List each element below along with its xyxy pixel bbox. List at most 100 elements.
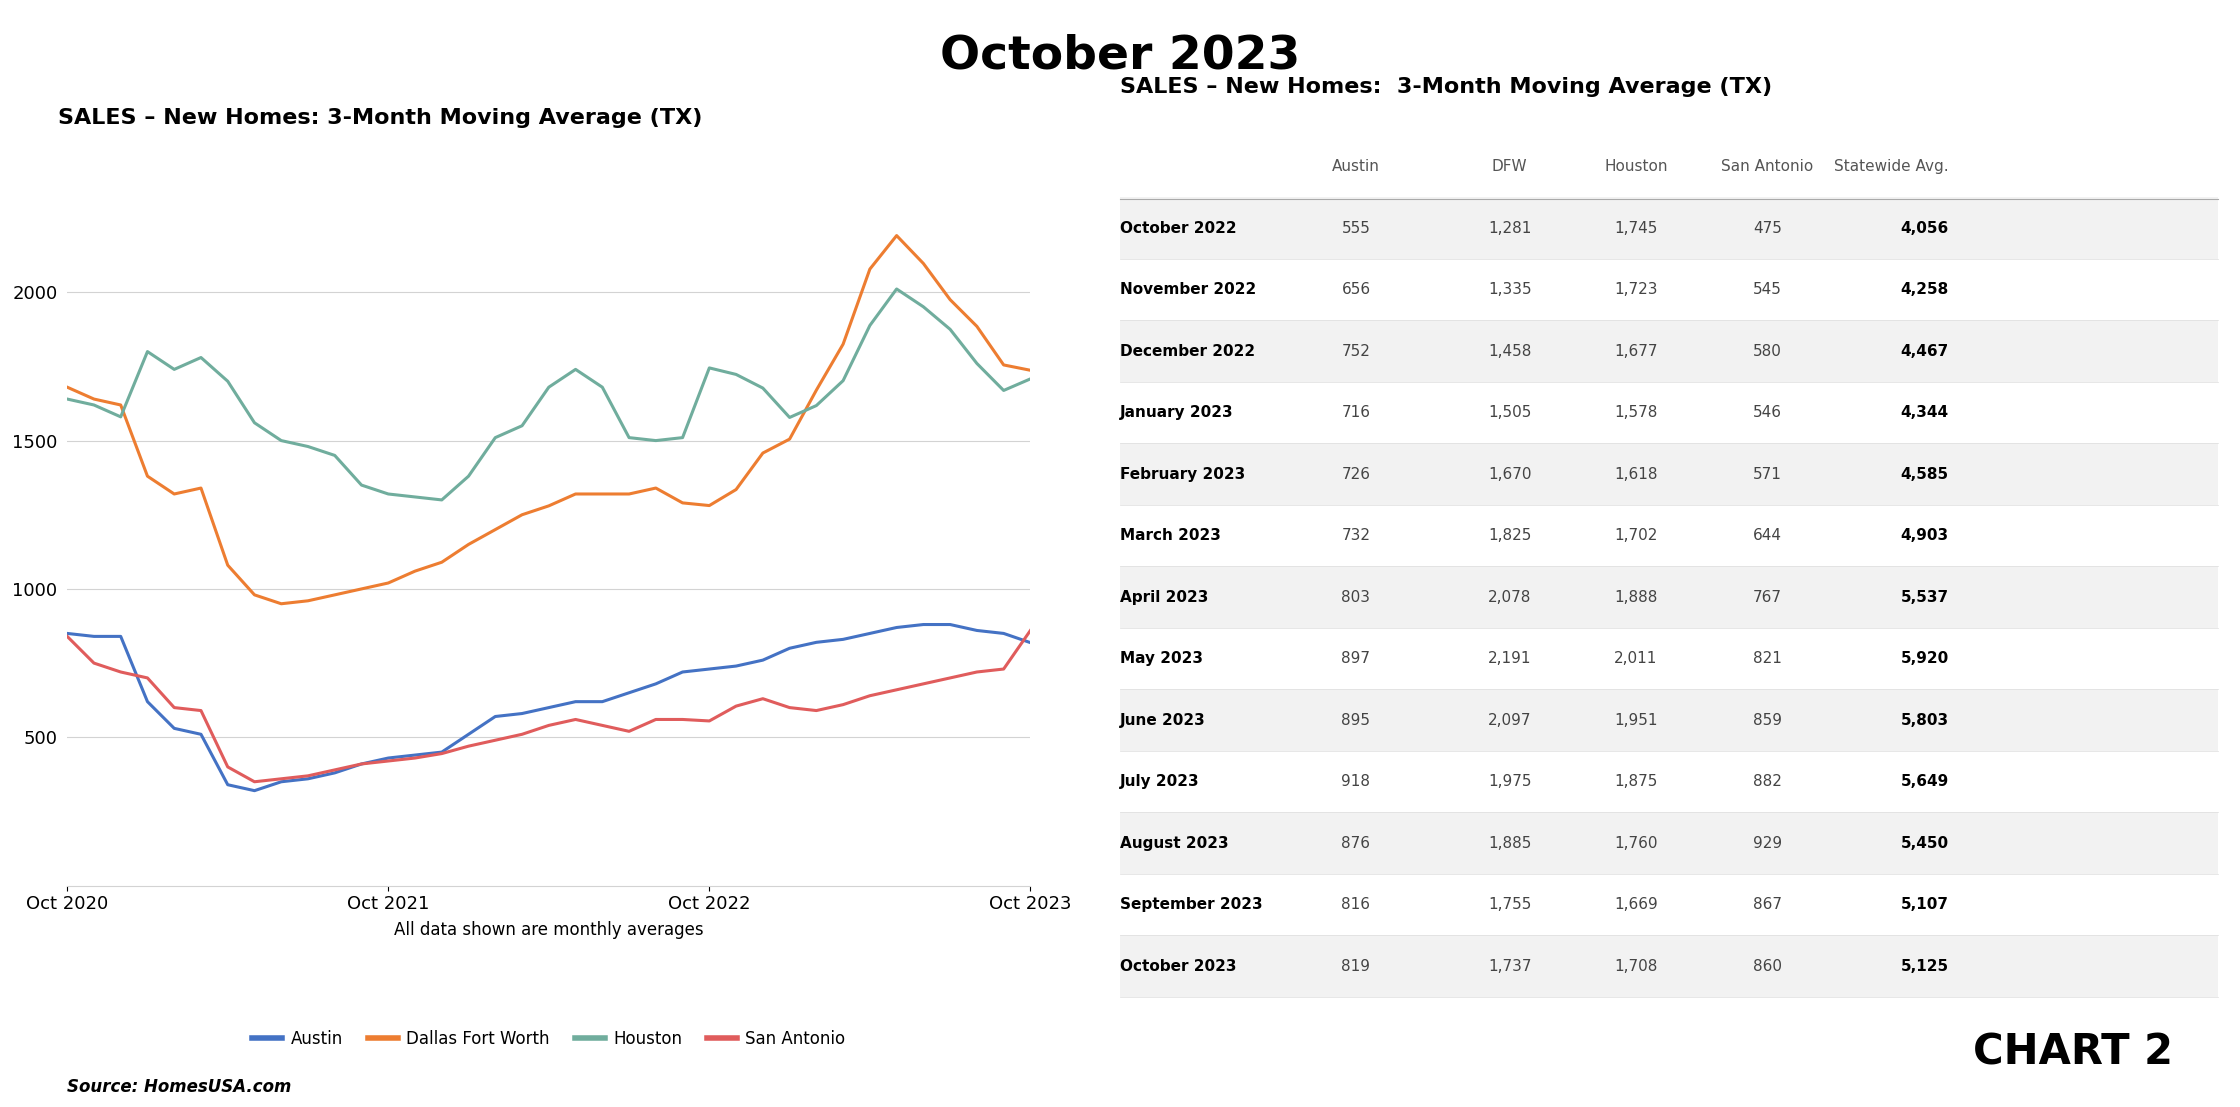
Text: 860: 860 <box>1754 959 1783 974</box>
Text: November 2022: November 2022 <box>1120 282 1257 297</box>
Text: Statewide Avg.: Statewide Avg. <box>1835 159 1949 174</box>
Text: 1,888: 1,888 <box>1615 590 1658 604</box>
Text: 5,920: 5,920 <box>1900 651 1949 666</box>
Text: 5,450: 5,450 <box>1900 836 1949 850</box>
FancyBboxPatch shape <box>1120 382 2218 444</box>
Text: 876: 876 <box>1342 836 1371 850</box>
FancyBboxPatch shape <box>1120 444 2218 505</box>
Text: March 2023: March 2023 <box>1120 528 1221 544</box>
Text: 2,191: 2,191 <box>1487 651 1532 666</box>
Text: All data shown are monthly averages: All data shown are monthly averages <box>394 921 703 940</box>
Text: Houston: Houston <box>1604 159 1667 174</box>
Text: 1,505: 1,505 <box>1487 405 1532 421</box>
Text: 5,125: 5,125 <box>1900 959 1949 974</box>
FancyBboxPatch shape <box>1120 690 2218 751</box>
Text: October 2023: October 2023 <box>1120 959 1236 974</box>
Text: DFW: DFW <box>1492 159 1528 174</box>
Text: 867: 867 <box>1754 897 1783 912</box>
Text: 726: 726 <box>1342 467 1371 482</box>
Text: SALES – New Homes: 3-Month Moving Average (TX): SALES – New Homes: 3-Month Moving Averag… <box>58 108 701 128</box>
Text: 1,335: 1,335 <box>1487 282 1532 297</box>
Text: 656: 656 <box>1342 282 1371 297</box>
Text: April 2023: April 2023 <box>1120 590 1207 604</box>
Text: 5,649: 5,649 <box>1900 774 1949 789</box>
Text: 859: 859 <box>1754 713 1783 727</box>
Text: 5,803: 5,803 <box>1900 713 1949 727</box>
Text: 816: 816 <box>1342 897 1371 912</box>
Text: 1,670: 1,670 <box>1487 467 1532 482</box>
Text: 929: 929 <box>1754 836 1783 850</box>
Text: May 2023: May 2023 <box>1120 651 1203 666</box>
Text: 580: 580 <box>1754 343 1783 359</box>
Text: 1,755: 1,755 <box>1487 897 1532 912</box>
Text: 1,708: 1,708 <box>1615 959 1658 974</box>
Text: San Antonio: San Antonio <box>1723 159 1814 174</box>
Text: 752: 752 <box>1342 343 1371 359</box>
Text: CHART 2: CHART 2 <box>1973 1032 2173 1074</box>
Text: October 2022: October 2022 <box>1120 220 1236 236</box>
Text: 1,875: 1,875 <box>1615 774 1658 789</box>
Text: 1,677: 1,677 <box>1615 343 1658 359</box>
Text: 1,458: 1,458 <box>1487 343 1532 359</box>
Text: Source: HomesUSA.com: Source: HomesUSA.com <box>67 1078 291 1096</box>
Text: December 2022: December 2022 <box>1120 343 1254 359</box>
Text: 2,078: 2,078 <box>1487 590 1532 604</box>
Text: 546: 546 <box>1754 405 1783 421</box>
Text: 1,951: 1,951 <box>1615 713 1658 727</box>
Text: 4,467: 4,467 <box>1900 343 1949 359</box>
Text: 1,702: 1,702 <box>1615 528 1658 544</box>
FancyBboxPatch shape <box>1120 813 2218 873</box>
Text: 821: 821 <box>1754 651 1783 666</box>
Text: 644: 644 <box>1754 528 1783 544</box>
Text: 918: 918 <box>1342 774 1371 789</box>
Text: 555: 555 <box>1342 220 1371 236</box>
Text: 4,056: 4,056 <box>1900 220 1949 236</box>
Text: 1,760: 1,760 <box>1615 836 1658 850</box>
Text: 1,745: 1,745 <box>1615 220 1658 236</box>
FancyBboxPatch shape <box>1120 628 2218 690</box>
Text: 1,885: 1,885 <box>1487 836 1532 850</box>
Text: 4,585: 4,585 <box>1900 467 1949 482</box>
Text: 1,281: 1,281 <box>1487 220 1532 236</box>
Text: 882: 882 <box>1754 774 1783 789</box>
Text: January 2023: January 2023 <box>1120 405 1234 421</box>
Text: August 2023: August 2023 <box>1120 836 1228 850</box>
Text: 1,737: 1,737 <box>1487 959 1532 974</box>
Text: 819: 819 <box>1342 959 1371 974</box>
Text: 1,669: 1,669 <box>1615 897 1658 912</box>
Text: 475: 475 <box>1754 220 1783 236</box>
Text: 2,097: 2,097 <box>1487 713 1532 727</box>
Text: July 2023: July 2023 <box>1120 774 1201 789</box>
Text: 732: 732 <box>1342 528 1371 544</box>
Text: 4,344: 4,344 <box>1900 405 1949 421</box>
Text: 767: 767 <box>1754 590 1783 604</box>
Text: 4,258: 4,258 <box>1900 282 1949 297</box>
Text: 1,975: 1,975 <box>1487 774 1532 789</box>
FancyBboxPatch shape <box>1120 873 2218 935</box>
Text: 4,903: 4,903 <box>1900 528 1949 544</box>
Text: 1,578: 1,578 <box>1615 405 1658 421</box>
Text: 803: 803 <box>1342 590 1371 604</box>
Text: 545: 545 <box>1754 282 1783 297</box>
Text: 2,011: 2,011 <box>1615 651 1658 666</box>
Text: September 2023: September 2023 <box>1120 897 1263 912</box>
FancyBboxPatch shape <box>1120 320 2218 382</box>
FancyBboxPatch shape <box>1120 751 2218 813</box>
FancyBboxPatch shape <box>1120 505 2218 567</box>
Text: June 2023: June 2023 <box>1120 713 1205 727</box>
Text: 1,825: 1,825 <box>1487 528 1532 544</box>
Text: 5,537: 5,537 <box>1900 590 1949 604</box>
Text: 571: 571 <box>1754 467 1783 482</box>
Text: Austin: Austin <box>1333 159 1380 174</box>
Legend: Austin, Dallas Fort Worth, Houston, San Antonio: Austin, Dallas Fort Worth, Houston, San … <box>246 1023 851 1054</box>
FancyBboxPatch shape <box>1120 567 2218 628</box>
Text: SALES – New Homes:  3-Month Moving Average (TX): SALES – New Homes: 3-Month Moving Averag… <box>1120 77 1772 97</box>
FancyBboxPatch shape <box>1120 259 2218 320</box>
Text: 897: 897 <box>1342 651 1371 666</box>
Text: February 2023: February 2023 <box>1120 467 1245 482</box>
Text: 1,723: 1,723 <box>1615 282 1658 297</box>
Text: October 2023: October 2023 <box>941 33 1299 79</box>
Text: 895: 895 <box>1342 713 1371 727</box>
Text: 5,107: 5,107 <box>1902 897 1949 912</box>
Text: 716: 716 <box>1342 405 1371 421</box>
